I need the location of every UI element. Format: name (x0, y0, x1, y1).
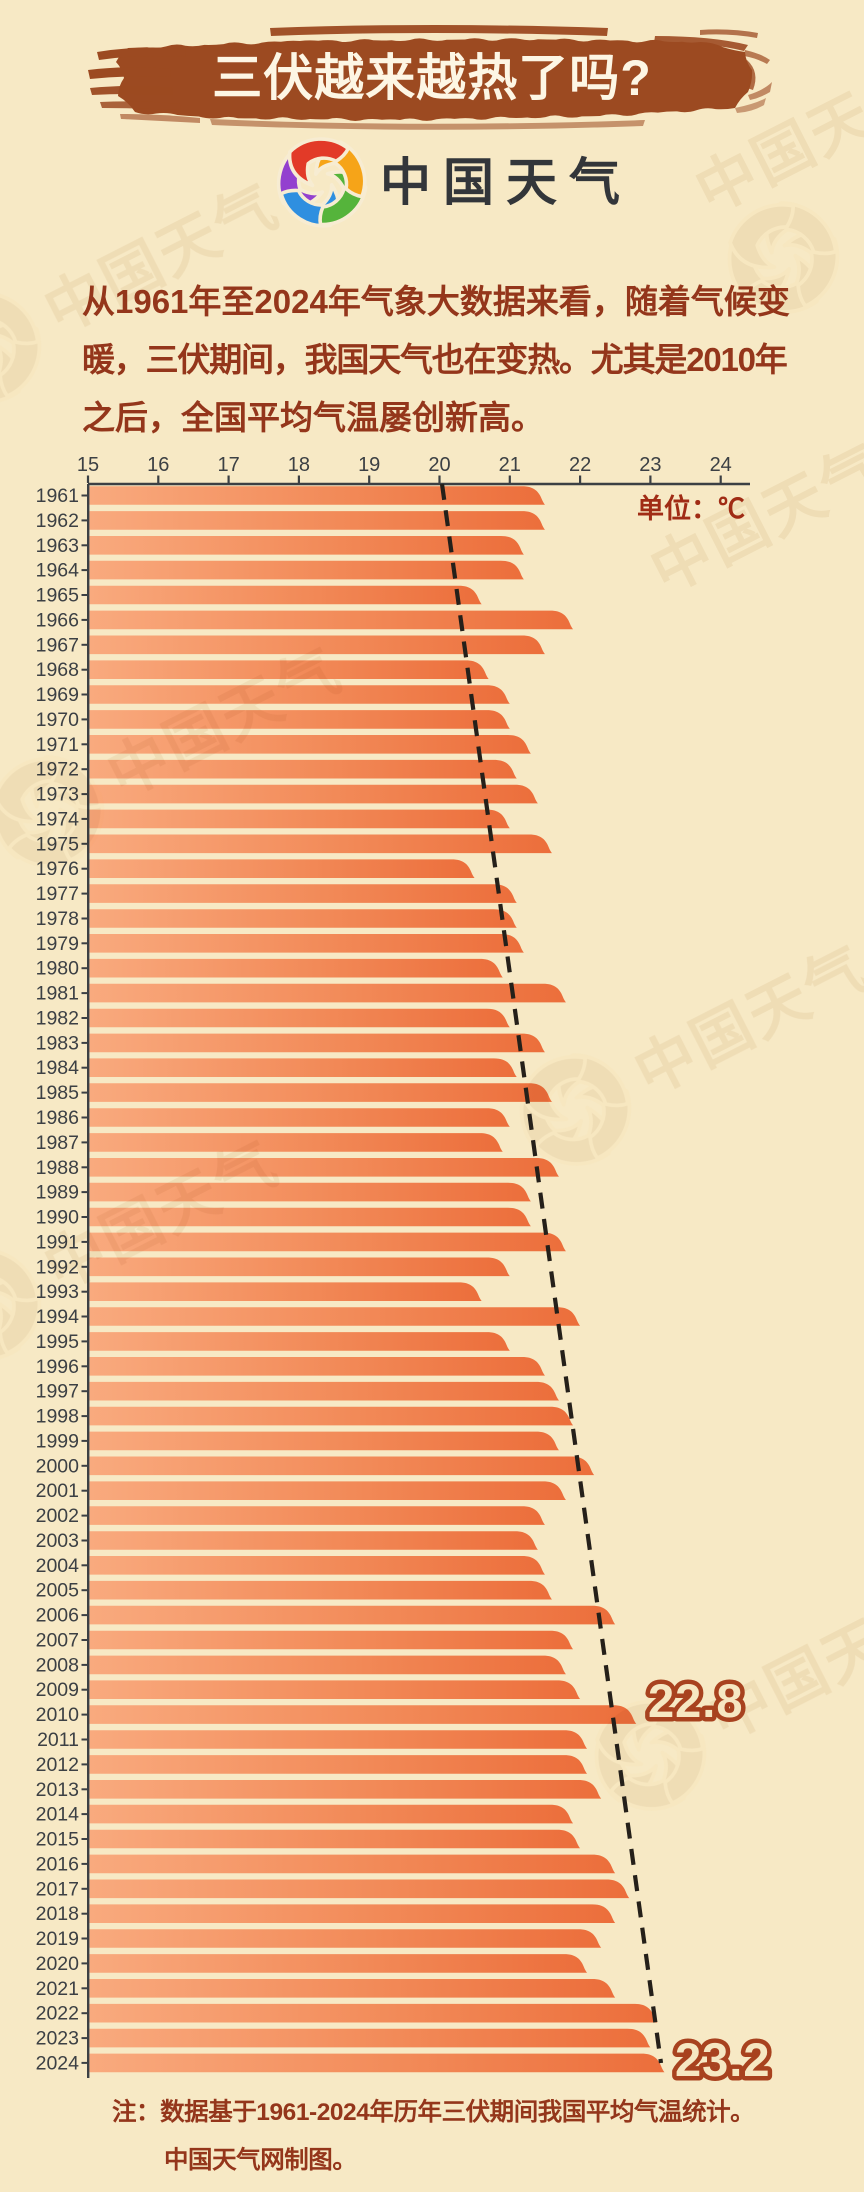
svg-text:2014: 2014 (36, 1804, 80, 1826)
svg-text:三伏越来越热了吗?: 三伏越来越热了吗? (212, 50, 652, 106)
svg-text:2017: 2017 (36, 1878, 79, 1900)
svg-text:1963: 1963 (36, 535, 79, 557)
svg-text:2006: 2006 (36, 1605, 79, 1627)
svg-text:2019: 2019 (36, 1928, 79, 1950)
svg-text:1985: 1985 (36, 1082, 80, 1104)
svg-text:2005: 2005 (36, 1580, 80, 1602)
svg-text:20: 20 (428, 454, 450, 476)
svg-text:22: 22 (569, 454, 591, 476)
svg-text:2016: 2016 (36, 1853, 79, 1875)
svg-text:1981: 1981 (36, 983, 79, 1005)
svg-text:2000: 2000 (36, 1455, 80, 1477)
svg-text:2011: 2011 (37, 1729, 79, 1751)
svg-text:1997: 1997 (36, 1381, 79, 1403)
svg-text:1989: 1989 (36, 1182, 79, 1204)
svg-text:2020: 2020 (36, 1953, 80, 1975)
svg-text:1990: 1990 (36, 1207, 80, 1229)
svg-text:2007: 2007 (36, 1630, 79, 1652)
svg-text:2015: 2015 (36, 1829, 80, 1851)
svg-text:24: 24 (710, 454, 732, 476)
svg-text:19: 19 (358, 454, 380, 476)
svg-text:22.8: 22.8 (648, 1674, 743, 1727)
svg-text:1993: 1993 (36, 1281, 79, 1303)
svg-text:单位：℃: 单位：℃ (637, 493, 745, 524)
svg-text:1991: 1991 (36, 1231, 79, 1253)
svg-text:1969: 1969 (36, 684, 79, 706)
svg-text:1971: 1971 (36, 734, 79, 756)
svg-text:1988: 1988 (36, 1157, 79, 1179)
svg-text:1999: 1999 (36, 1430, 79, 1452)
svg-text:1968: 1968 (36, 659, 79, 681)
svg-text:1967: 1967 (36, 634, 79, 656)
svg-text:1994: 1994 (36, 1306, 80, 1328)
svg-text:2001: 2001 (36, 1480, 79, 1502)
svg-text:2002: 2002 (36, 1505, 79, 1527)
svg-text:16: 16 (147, 454, 169, 476)
svg-text:1982: 1982 (36, 1008, 79, 1030)
svg-text:1998: 1998 (36, 1406, 79, 1428)
svg-text:1978: 1978 (36, 908, 79, 930)
svg-text:1965: 1965 (36, 585, 80, 607)
svg-text:2003: 2003 (36, 1530, 79, 1552)
svg-text:2008: 2008 (36, 1654, 79, 1676)
svg-text:1996: 1996 (36, 1356, 79, 1378)
svg-text:1966: 1966 (36, 609, 79, 631)
svg-text:1986: 1986 (36, 1107, 79, 1129)
svg-text:17: 17 (217, 454, 239, 476)
svg-text:2021: 2021 (36, 1978, 79, 2000)
svg-text:2013: 2013 (36, 1779, 79, 1801)
svg-text:2012: 2012 (36, 1754, 79, 1776)
svg-text:1964: 1964 (36, 560, 80, 582)
svg-text:1980: 1980 (36, 958, 80, 980)
svg-text:2010: 2010 (36, 1704, 80, 1726)
svg-text:18: 18 (288, 454, 310, 476)
svg-text:15: 15 (77, 454, 99, 476)
svg-text:1962: 1962 (36, 510, 79, 532)
svg-text:1992: 1992 (36, 1256, 79, 1278)
svg-text:1987: 1987 (36, 1132, 79, 1154)
svg-text:中国天气: 中国天气 (380, 154, 632, 211)
svg-text:1984: 1984 (36, 1057, 80, 1079)
svg-text:1979: 1979 (36, 933, 79, 955)
svg-text:2009: 2009 (36, 1679, 79, 1701)
svg-text:1995: 1995 (36, 1331, 80, 1353)
svg-text:23.2: 23.2 (675, 2033, 770, 2086)
svg-text:21: 21 (499, 454, 521, 476)
svg-text:1961: 1961 (36, 485, 79, 507)
svg-text:2004: 2004 (36, 1555, 80, 1577)
svg-text:2018: 2018 (36, 1903, 79, 1925)
svg-text:1970: 1970 (36, 709, 80, 731)
svg-text:2023: 2023 (36, 2028, 79, 2050)
svg-text:1977: 1977 (36, 883, 79, 905)
svg-text:2024: 2024 (36, 2052, 80, 2074)
svg-text:2022: 2022 (36, 2003, 79, 2025)
svg-text:23: 23 (639, 454, 661, 476)
svg-text:中国天气: 中国天气 (624, 934, 864, 1108)
svg-text:1983: 1983 (36, 1032, 79, 1054)
